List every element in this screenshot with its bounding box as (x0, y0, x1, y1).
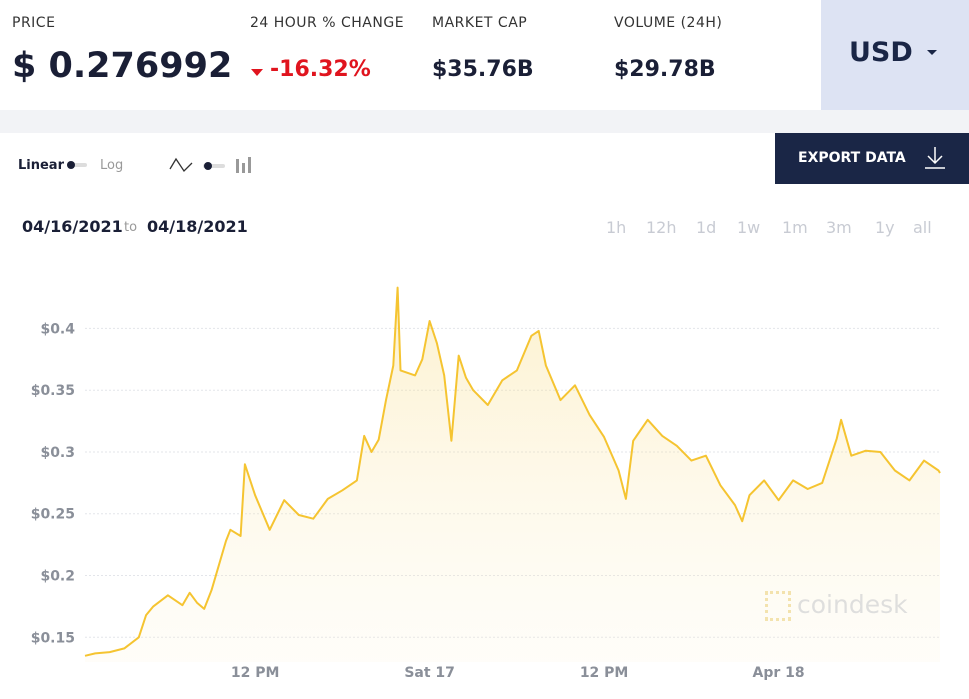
range-button[interactable]: 1w (737, 218, 761, 237)
price-label: PRICE (12, 15, 56, 31)
y-tick-label: $0.35 (31, 383, 75, 399)
x-tick-label: Apr 18 (753, 665, 805, 681)
down-arrow (251, 69, 263, 76)
export-label: EXPORT DATA (798, 150, 906, 166)
x-tick-label: 12 PM (231, 665, 280, 681)
y-tick-label: $0.2 (40, 569, 75, 585)
change-label: 24 HOUR % CHANGE (250, 15, 405, 31)
range-button[interactable]: 12h (646, 218, 677, 237)
change: -16.32% (270, 57, 371, 82)
switch-knob (204, 162, 212, 170)
currency-select[interactable]: USD (821, 0, 969, 110)
date-from[interactable]: 04/16/2021 (22, 217, 123, 236)
range-button[interactable]: 3m (826, 218, 852, 237)
range-button[interactable]: 1m (782, 218, 808, 237)
volume-label: VOLUME (24H) (614, 15, 723, 31)
line (84, 286, 941, 657)
market-cap-label: MARKET CAP (432, 15, 528, 31)
range-buttons: 1h 12h 1d 1w 1m 3m 1y all (590, 218, 940, 240)
market-cap: $35.76B (432, 57, 534, 82)
download-icon (925, 147, 945, 169)
volume: $29.78B (614, 57, 716, 82)
x-tick-label: Sat 17 (404, 665, 455, 681)
export-button[interactable]: EXPORT DATA (775, 133, 969, 184)
y-tick-label: $0.4 (40, 321, 75, 337)
date-to-word: to (124, 220, 138, 235)
y-tick-label: $0.25 (31, 507, 75, 523)
y-tick-label: $0.3 (40, 445, 75, 461)
log-toggle[interactable]: Log (100, 158, 124, 173)
caret (927, 50, 937, 55)
price: $ 0.276992 (12, 46, 233, 86)
date-to[interactable]: 04/18/2021 (147, 217, 248, 236)
switch-knob (67, 161, 75, 169)
range-button[interactable]: all (913, 218, 932, 237)
bar-icon (236, 157, 251, 173)
scale-switch[interactable] (67, 161, 87, 169)
chart-type-toggle[interactable] (168, 155, 258, 177)
range-button[interactable]: 1d (696, 218, 717, 237)
line-icon (169, 157, 193, 173)
divider (0, 110, 969, 133)
currency: USD (849, 37, 913, 68)
y-tick-label: $0.15 (31, 630, 75, 646)
linear-toggle[interactable]: Linear (18, 158, 64, 173)
area (85, 287, 940, 662)
x-tick-label: 12 PM (580, 665, 629, 681)
range-button[interactable]: 1y (875, 218, 895, 237)
range-button[interactable]: 1h (606, 218, 627, 237)
